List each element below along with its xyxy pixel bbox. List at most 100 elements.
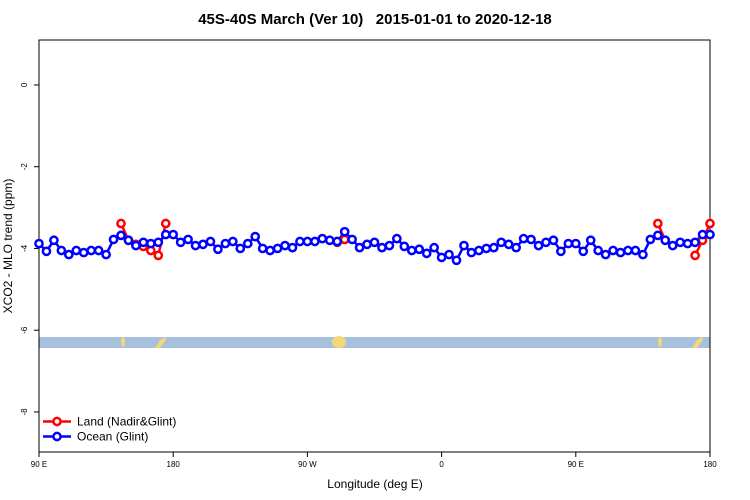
data-point bbox=[585, 235, 596, 246]
data-point bbox=[503, 239, 514, 250]
data-point bbox=[556, 246, 566, 257]
data-point bbox=[593, 245, 604, 256]
data-point bbox=[183, 234, 193, 245]
x-tick-label: 0 bbox=[439, 460, 444, 469]
data-point bbox=[220, 238, 231, 249]
data-point bbox=[153, 237, 164, 248]
x-axis-label: Longitude (deg E) bbox=[327, 477, 422, 491]
x-tick-label: 90 E bbox=[31, 460, 47, 469]
data-point bbox=[310, 236, 320, 247]
data-point bbox=[131, 240, 141, 251]
data-point bbox=[198, 239, 208, 250]
data-point bbox=[406, 245, 417, 256]
data-point bbox=[41, 246, 52, 257]
data-point bbox=[518, 233, 529, 244]
data-point bbox=[474, 245, 484, 256]
data-point bbox=[56, 245, 67, 256]
data-point bbox=[302, 236, 313, 247]
data-point bbox=[324, 235, 335, 246]
data-point bbox=[175, 237, 186, 248]
land-spot bbox=[692, 337, 703, 348]
legend-label: Land (Nadir&Glint) bbox=[77, 415, 176, 429]
data-point bbox=[399, 241, 410, 252]
data-point bbox=[34, 238, 44, 249]
ocean-strip bbox=[39, 337, 710, 348]
data-point bbox=[697, 229, 708, 240]
data-point bbox=[414, 244, 425, 255]
data-point bbox=[675, 237, 686, 248]
data-point bbox=[682, 238, 693, 249]
data-point bbox=[511, 242, 522, 253]
data-point bbox=[690, 237, 700, 248]
data-point bbox=[496, 237, 507, 248]
data-point bbox=[436, 252, 447, 263]
data-point bbox=[638, 249, 648, 260]
data-point bbox=[190, 240, 201, 251]
x-tick-label: 90 E bbox=[568, 460, 584, 469]
data-point bbox=[451, 255, 462, 266]
data-point bbox=[392, 233, 402, 244]
data-point bbox=[630, 245, 641, 256]
data-point bbox=[652, 218, 663, 229]
data-point bbox=[667, 240, 678, 251]
data-point bbox=[354, 242, 365, 253]
x-tick-label: 180 bbox=[703, 460, 717, 469]
data-point bbox=[600, 249, 611, 260]
data-point bbox=[705, 229, 715, 240]
data-point bbox=[690, 250, 700, 261]
data-point bbox=[86, 245, 97, 256]
data-point bbox=[705, 218, 715, 229]
data-point bbox=[63, 249, 74, 260]
data-point bbox=[369, 237, 380, 248]
data-point bbox=[272, 243, 283, 254]
data-point bbox=[384, 240, 395, 251]
data-point bbox=[138, 237, 149, 248]
data-point bbox=[250, 231, 261, 242]
data-point bbox=[145, 238, 156, 249]
y-tick-label: -2 bbox=[20, 163, 29, 171]
data-point bbox=[160, 229, 171, 240]
legend-marker bbox=[52, 416, 62, 427]
data-point bbox=[116, 230, 126, 241]
y-axis-label: XCO2 - MLO trend (ppm) bbox=[1, 179, 15, 314]
data-point bbox=[295, 236, 305, 247]
data-point bbox=[101, 249, 111, 260]
data-point bbox=[339, 234, 350, 245]
data-point bbox=[93, 245, 104, 256]
data-point bbox=[160, 218, 171, 229]
x-tick-label: 180 bbox=[167, 460, 181, 469]
y-tick-label: 0 bbox=[20, 82, 29, 87]
data-point bbox=[257, 243, 268, 254]
y-tick-label: -6 bbox=[20, 326, 29, 334]
legend: Land (Nadir&Glint)Ocean (Glint) bbox=[43, 415, 176, 444]
land-spot bbox=[155, 337, 166, 348]
data-point bbox=[280, 240, 290, 251]
data-point bbox=[578, 246, 589, 257]
data-point bbox=[116, 218, 126, 229]
data-point bbox=[563, 238, 574, 249]
data-point bbox=[265, 245, 275, 256]
data-point bbox=[317, 233, 328, 244]
data-point bbox=[481, 243, 492, 254]
data-point bbox=[466, 247, 477, 258]
data-point bbox=[362, 239, 372, 250]
data-point bbox=[347, 234, 357, 245]
data-point bbox=[444, 249, 454, 260]
data-point bbox=[615, 247, 626, 258]
data-point bbox=[623, 245, 633, 256]
data-point bbox=[332, 236, 343, 247]
data-point bbox=[541, 237, 551, 248]
land-spot bbox=[332, 336, 346, 348]
data-point bbox=[153, 250, 164, 261]
data-point bbox=[227, 236, 238, 247]
data-point bbox=[123, 235, 134, 246]
chart-title: 45S-40S March (Ver 10) 2015-01-01 to 202… bbox=[198, 11, 552, 28]
data-point bbox=[570, 238, 581, 249]
land-spot bbox=[658, 337, 662, 347]
data-point bbox=[429, 242, 439, 253]
x-tick-label: 90 W bbox=[298, 460, 317, 469]
data-point bbox=[49, 235, 59, 246]
data-point bbox=[168, 229, 179, 240]
